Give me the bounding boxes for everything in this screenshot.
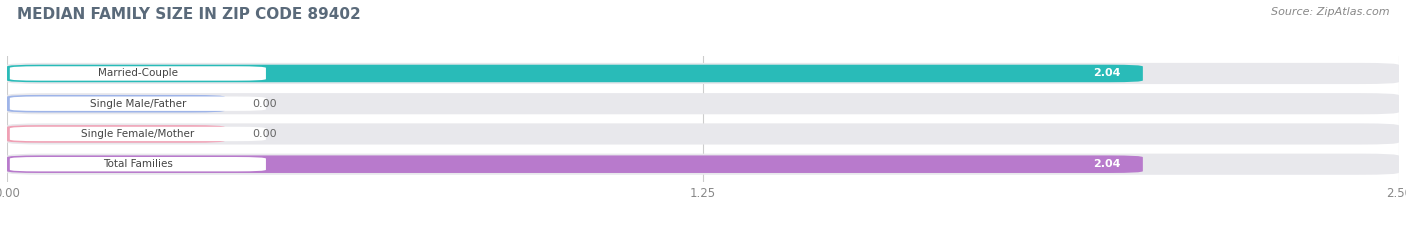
Text: 0.00: 0.00 (253, 129, 277, 139)
FancyBboxPatch shape (7, 155, 1143, 173)
FancyBboxPatch shape (7, 65, 1143, 82)
Text: Married-Couple: Married-Couple (98, 69, 179, 79)
FancyBboxPatch shape (7, 125, 225, 143)
FancyBboxPatch shape (7, 123, 1399, 144)
FancyBboxPatch shape (7, 93, 1399, 114)
Text: 2.04: 2.04 (1092, 69, 1121, 79)
FancyBboxPatch shape (7, 63, 1399, 84)
Text: 2.04: 2.04 (1092, 159, 1121, 169)
FancyBboxPatch shape (10, 66, 266, 81)
Text: Single Male/Father: Single Male/Father (90, 99, 186, 109)
FancyBboxPatch shape (10, 96, 266, 111)
FancyBboxPatch shape (7, 95, 225, 113)
Text: MEDIAN FAMILY SIZE IN ZIP CODE 89402: MEDIAN FAMILY SIZE IN ZIP CODE 89402 (17, 7, 360, 22)
Text: 0.00: 0.00 (253, 99, 277, 109)
Text: Single Female/Mother: Single Female/Mother (82, 129, 194, 139)
FancyBboxPatch shape (7, 154, 1399, 175)
Text: Total Families: Total Families (103, 159, 173, 169)
FancyBboxPatch shape (10, 127, 266, 141)
Text: Source: ZipAtlas.com: Source: ZipAtlas.com (1271, 7, 1389, 17)
FancyBboxPatch shape (10, 157, 266, 171)
